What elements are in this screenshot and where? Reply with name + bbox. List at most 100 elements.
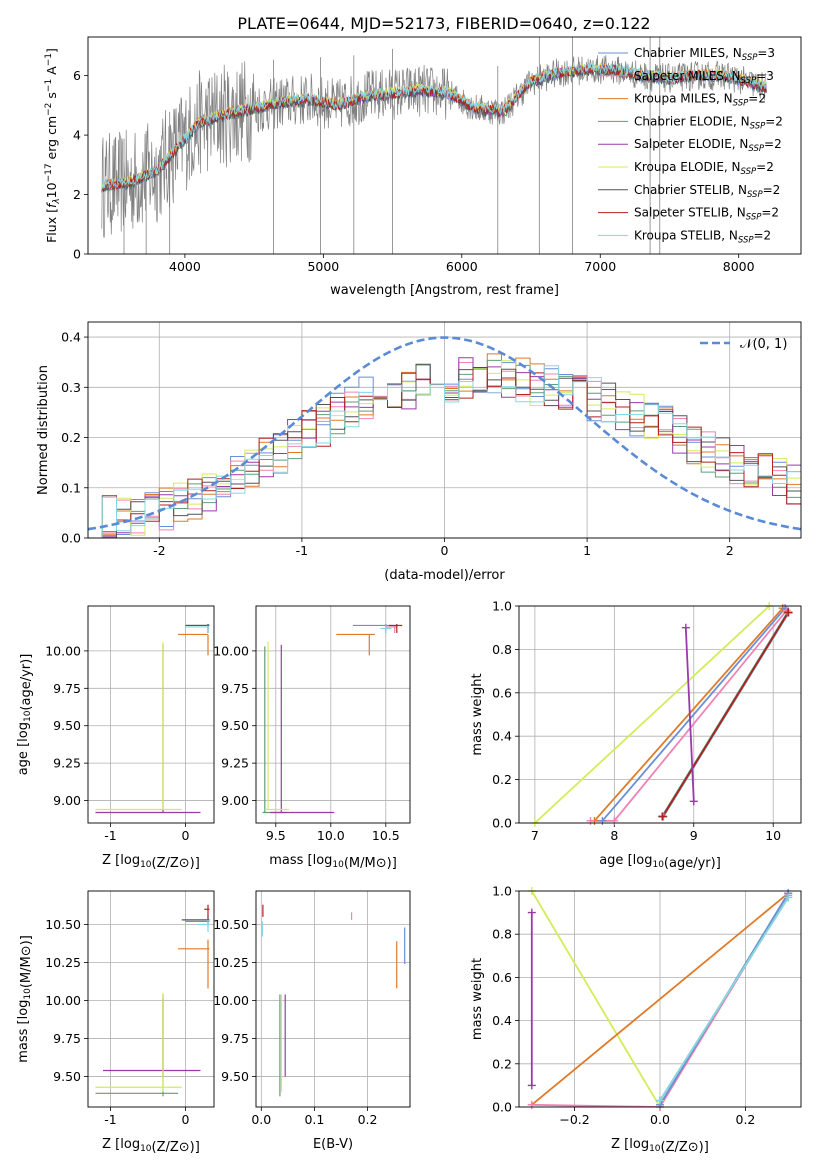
figure-title: PLATE=0644, MJD=52173, FIBERID=0640, z=0… xyxy=(237,14,650,33)
y-tick-label: 0.4 xyxy=(492,1013,512,1028)
model-line-kroupa_stelib xyxy=(101,63,767,190)
x-tick-label: 9 xyxy=(690,828,698,843)
y-tick-label: 9.50 xyxy=(53,1069,81,1084)
y-tick-label: 0.8 xyxy=(492,927,512,942)
weight-marker xyxy=(586,816,595,825)
y-tick-label: 9.50 xyxy=(221,1069,249,1084)
weight-marker xyxy=(681,623,690,632)
grid xyxy=(88,322,801,539)
x-tick-label: 0 xyxy=(182,828,190,843)
y-tick-label: 9.25 xyxy=(221,756,249,771)
x-axis-label: (data-model)/error xyxy=(384,568,505,583)
plot-area xyxy=(95,623,210,814)
x-tick-label: 5000 xyxy=(307,259,339,274)
weight-line-salpeter_elodie xyxy=(684,627,695,802)
x-tick-label: 0.0 xyxy=(650,1112,670,1127)
legend-label: Salpeter STELIB, NSSP=2 xyxy=(634,206,779,223)
weight-marker xyxy=(610,816,619,825)
y-tick-label: 0.2 xyxy=(492,772,512,787)
y-tick-label: 9.25 xyxy=(53,756,81,771)
x-tick-label: -1 xyxy=(104,1112,116,1127)
legend-label: Chabrier ELODIE, NSSP=2 xyxy=(634,114,783,131)
legend-label: Kroupa STELIB, NSSP=2 xyxy=(634,228,771,245)
x-tick-label: 10 xyxy=(765,828,781,843)
y-tick-label: 10.00 xyxy=(213,643,249,658)
weight-marker xyxy=(527,1081,536,1090)
grid xyxy=(88,606,214,823)
x-tick-label: 7 xyxy=(531,828,539,843)
y-tick-label: 0.4 xyxy=(61,330,81,345)
plot-area xyxy=(262,623,403,814)
y-tick-label: 10.50 xyxy=(213,917,249,932)
y-tick-label: 1.0 xyxy=(492,884,512,899)
weight-marker xyxy=(784,608,793,617)
y-tick-label: 9.75 xyxy=(221,1031,249,1046)
x-tick-label: -2 xyxy=(153,543,165,558)
weight-marker xyxy=(527,1100,536,1109)
weight-marker xyxy=(656,1096,664,1105)
x-tick-label: 0 xyxy=(182,1112,190,1127)
x-tick-label: 1 xyxy=(583,543,591,558)
plot-area xyxy=(534,606,790,823)
y-tick-label: 0.2 xyxy=(61,430,81,445)
x-axis-label: Z [log10(Z/Z⊙)] xyxy=(102,1137,200,1155)
panel-spectrum: 4000 5000 6000 7000 8000 0 2 4 6 wavelength [Angs… xyxy=(44,36,802,298)
x-axis-label: mass [log10(M/M⊙)] xyxy=(269,853,397,871)
y-axis-label: age [log10(age/yr)] xyxy=(16,654,34,776)
x-tick-label: 9.5 xyxy=(266,828,286,843)
legend-label: Chabrier STELIB, NSSP=2 xyxy=(634,183,780,200)
grid xyxy=(256,891,410,1107)
plot-area xyxy=(261,904,406,1097)
weight-marker xyxy=(689,797,698,806)
axes-frame xyxy=(87,605,215,824)
weight-line-chabrier_miles xyxy=(601,607,786,822)
weight-line-salpeter_stelib xyxy=(662,612,790,817)
panel-mass_vs_EBV: 0.0 0.1 0.2 9.50 9.75 10.00 10.25 10.50 E(B-V) xyxy=(213,890,411,1152)
y-tick-label: 10.00 xyxy=(45,643,81,658)
x-axis-label: Z [log10(Z/Z⊙)] xyxy=(102,853,200,871)
grid xyxy=(256,606,410,823)
y-tick-label: 0.1 xyxy=(61,480,81,495)
x-axis-label: wavelength [Angstrom, rest frame] xyxy=(330,283,559,298)
x-axis-label: E(B-V) xyxy=(313,1137,353,1152)
axes-frame xyxy=(518,605,802,824)
y-tick-label: 9.00 xyxy=(221,793,249,808)
panel-age_vs_Z: -1 0 9.00 9.25 9.50 9.75 10.00 Z [log10(Z/Z⊙)] a… xyxy=(16,605,215,871)
y-tick-label: 10.25 xyxy=(45,955,81,970)
y-axis-label: Normed distribution xyxy=(36,365,51,495)
grid xyxy=(88,891,214,1107)
y-tick-label: 1.0 xyxy=(492,599,512,614)
x-tick-label: 0.2 xyxy=(358,1112,378,1127)
x-tick-label: 10.5 xyxy=(372,828,400,843)
x-axis-label: Z [log10(Z/Z⊙)] xyxy=(611,1137,709,1155)
y-tick-label: 9.50 xyxy=(221,718,249,733)
y-tick-label: 0.0 xyxy=(61,531,81,546)
weight-marker xyxy=(658,812,667,821)
y-axis-label: mass weight xyxy=(470,673,485,755)
x-tick-label: 7000 xyxy=(584,259,616,274)
legend-label: Salpeter MILES, NSSP=3 xyxy=(634,69,774,86)
x-tick-label: 0.1 xyxy=(304,1112,324,1127)
y-tick-label: 0 xyxy=(73,247,81,262)
weight-marker xyxy=(527,908,536,917)
y-tick-label: 9.75 xyxy=(53,1031,81,1046)
x-tick-label: −0.2 xyxy=(559,1112,589,1127)
y-tick-label: 10.25 xyxy=(213,955,249,970)
weight-line-kroupa_elodie xyxy=(531,891,661,1107)
y-tick-label: 0.0 xyxy=(492,1100,512,1115)
y-tick-label: 4 xyxy=(73,128,81,143)
y-tick-label: 9.00 xyxy=(53,793,81,808)
x-tick-label: 10.0 xyxy=(317,828,345,843)
y-tick-label: 0.4 xyxy=(492,729,512,744)
legend-label: Kroupa ELODIE, NSSP=2 xyxy=(634,160,774,177)
weight-line-kroupa_miles xyxy=(531,892,789,1106)
y-axis-label: mass [log10(M/M⊙)] xyxy=(16,935,34,1063)
panel-residuals: -2 -1 0 1 2 0.0 0.1 0.2 0.3 0.4 (data-model)/error… xyxy=(36,321,802,583)
y-axis-label: Flux [fλ10−17 erg cm−2 s−1 A−1] xyxy=(44,48,62,243)
axes-frame xyxy=(518,890,802,1108)
weight-line-kroupa_stelib xyxy=(659,897,789,1101)
y-tick-label: 9.75 xyxy=(53,681,81,696)
plot-area xyxy=(95,904,210,1097)
legend-label: Chabrier MILES, NSSP=3 xyxy=(634,46,775,63)
